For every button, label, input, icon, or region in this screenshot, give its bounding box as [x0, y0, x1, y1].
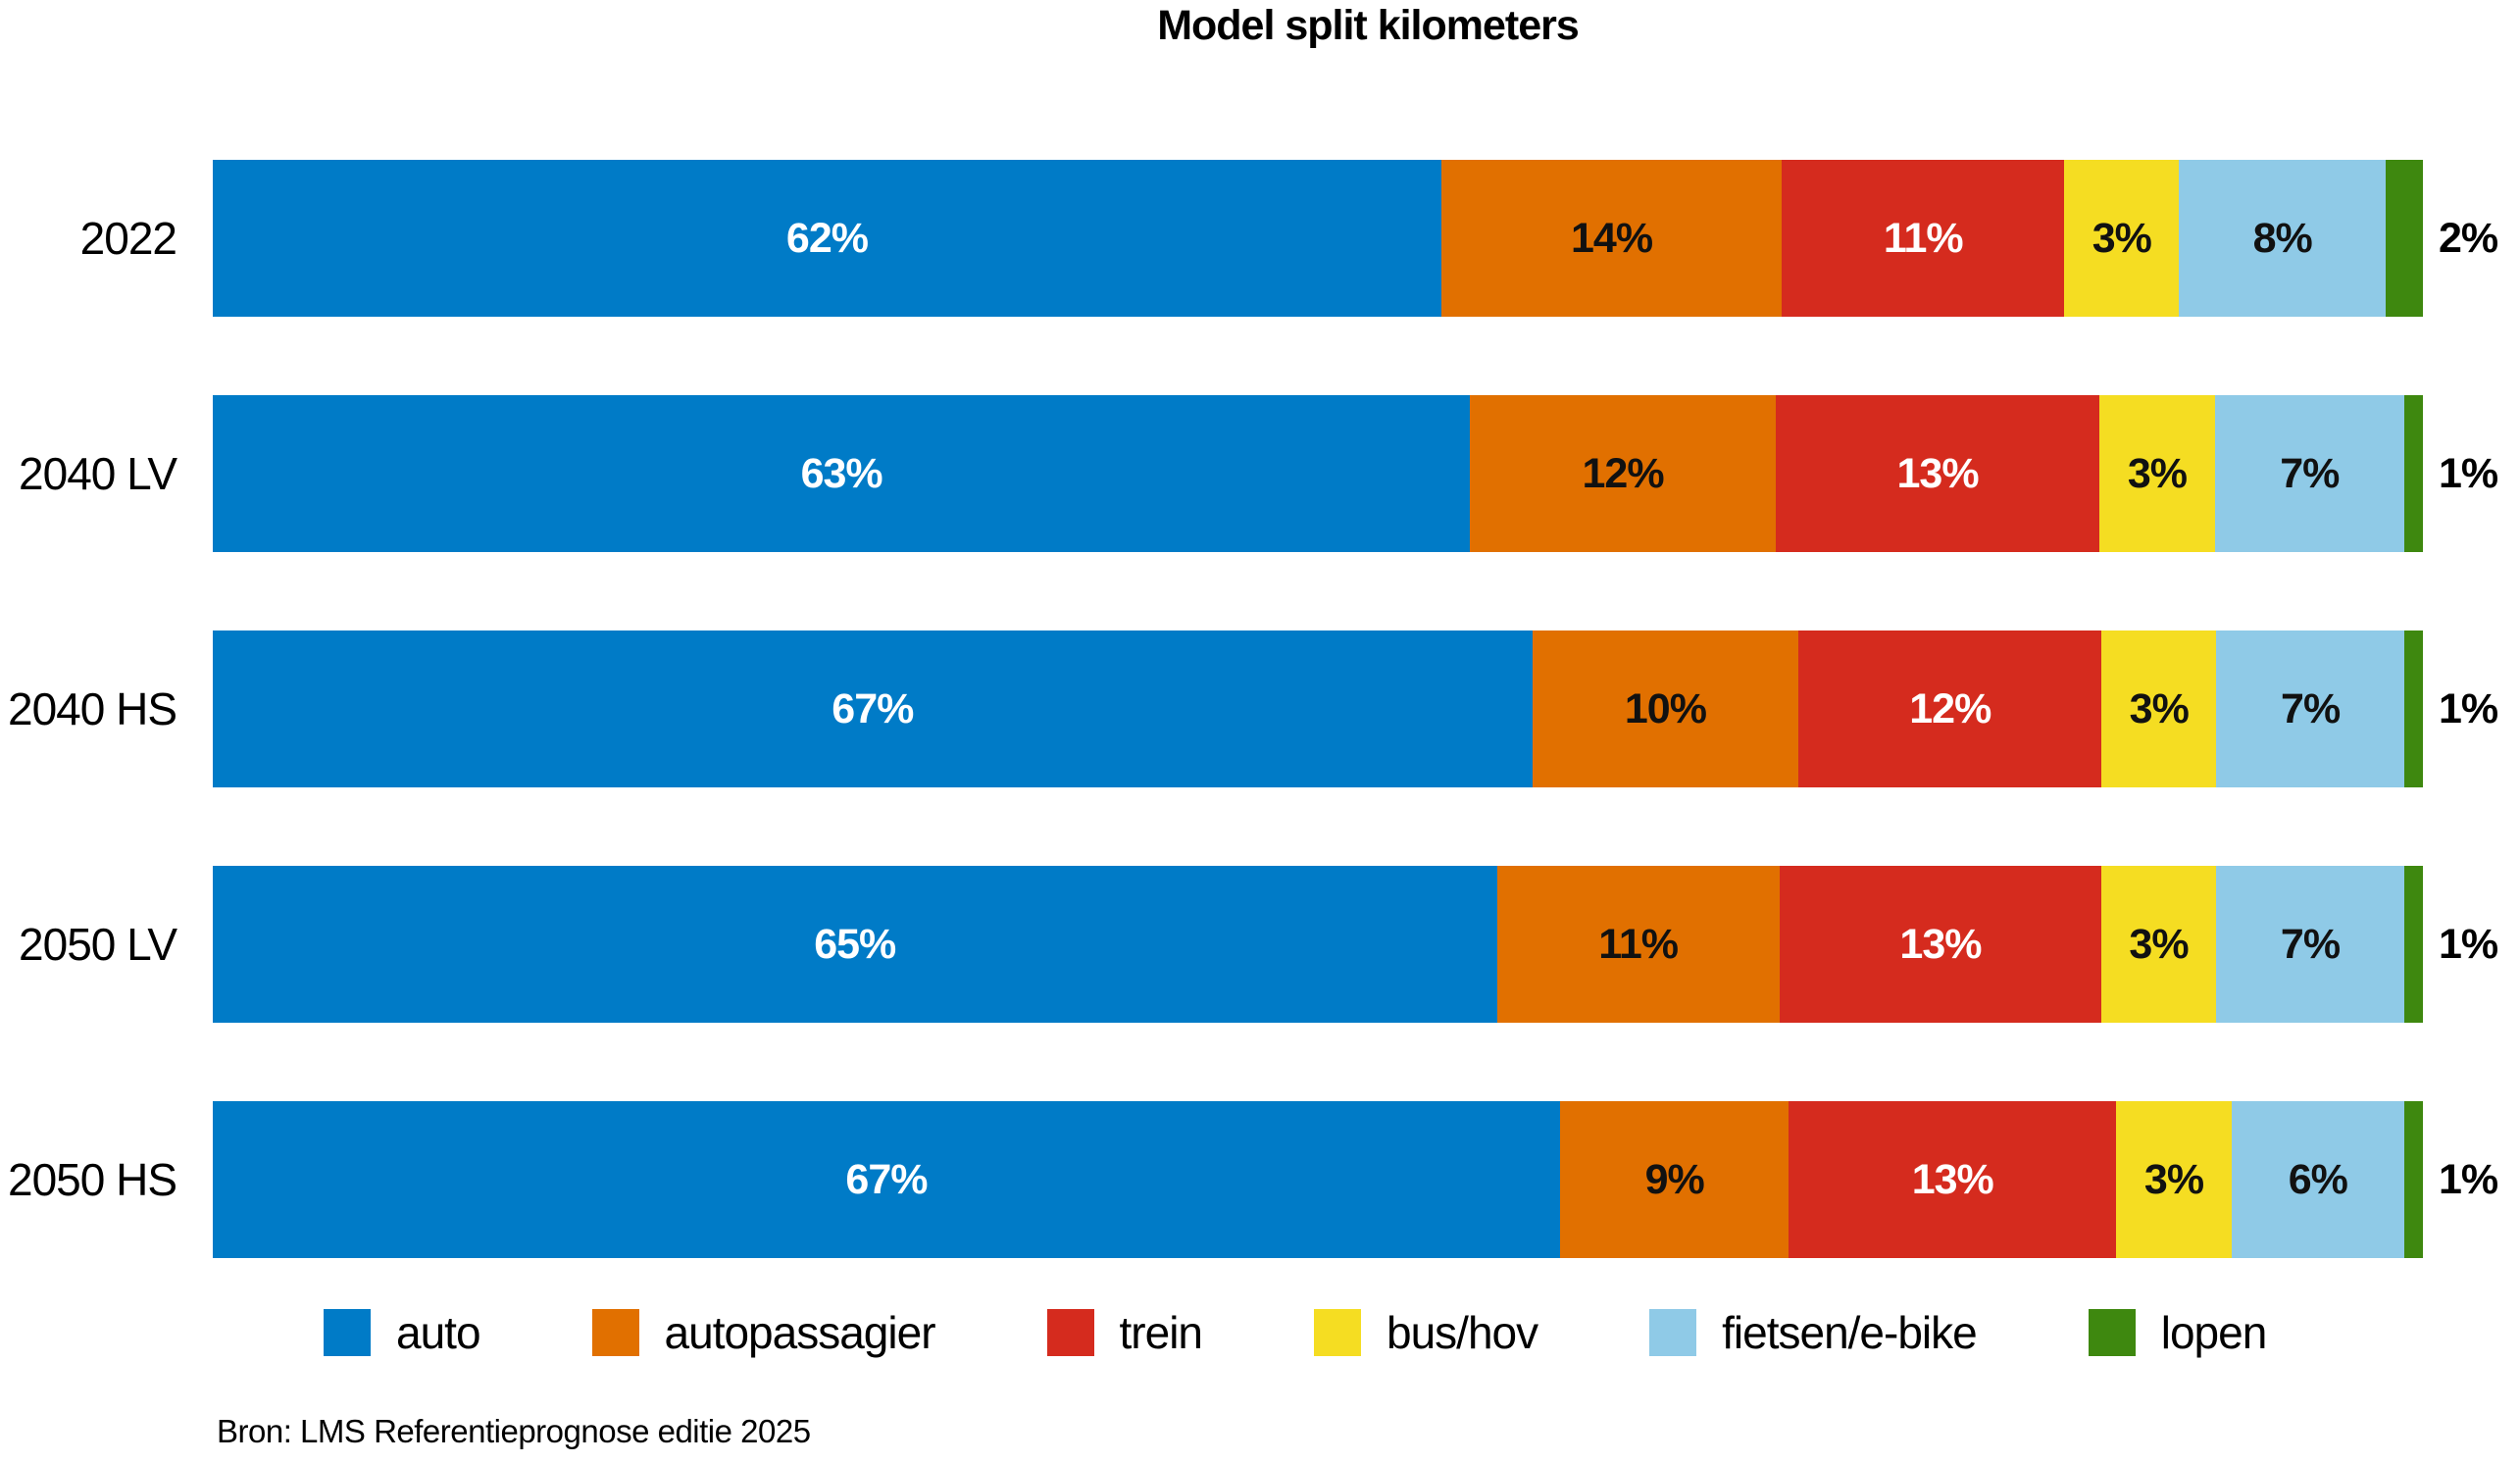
bar-segment-bus-hov: 3%: [2101, 631, 2217, 787]
segment-value-label: 8%: [2252, 214, 2313, 262]
segment-value-label: 63%: [800, 449, 883, 497]
bar-row: 2050 LV 65% 11% 13% 3% 7% 1%: [0, 866, 2520, 1023]
segment-value-label: 12%: [1582, 449, 1664, 497]
segment-value-label: 62%: [785, 214, 869, 262]
legend: auto autopassagier trein bus/hov fietsen/e-b…: [324, 1306, 2268, 1359]
legend-swatch-bus-hov: [1314, 1309, 1361, 1356]
segment-value-label: 7%: [2280, 920, 2341, 968]
legend-item-autopassagier: autopassagier: [591, 1306, 936, 1359]
bar-segment-trein: 13%: [1789, 1101, 2117, 1258]
source-note: Bron: LMS Referentieprognose editie 2025: [217, 1413, 811, 1449]
segment-value-label: 13%: [1911, 1155, 1994, 1203]
category-label: 2050 LV: [19, 919, 177, 970]
bar-segment-fietsen-e-bike: 7%: [2216, 631, 2405, 787]
stacked-bar: 65% 11% 13% 3% 7%: [213, 866, 2423, 1023]
bar-segment-auto: 62%: [213, 160, 1441, 317]
category-label: 2050 HS: [7, 1154, 177, 1205]
bar-segment-bus-hov: 3%: [2064, 160, 2180, 317]
bar-row: 2022 62% 14% 11% 3% 8% 2%: [0, 160, 2520, 317]
legend-item-auto: auto: [324, 1306, 481, 1359]
legend-item-trein: trein: [1046, 1306, 1203, 1359]
segment-value-label: 67%: [832, 684, 914, 732]
segment-value-label: 12%: [1909, 684, 1991, 732]
outside-value-label: 2%: [2439, 214, 2498, 262]
bar-segment-auto: 67%: [213, 631, 1533, 787]
outside-value-label: 1%: [2439, 449, 2498, 497]
bar-row: 2050 HS 67% 9% 13% 3% 6% 1%: [0, 1101, 2520, 1258]
legend-label: lopen: [2160, 1307, 2268, 1358]
bar-segment-autopassagier: 9%: [1559, 1101, 1789, 1258]
segment-value-label: 3%: [2143, 1155, 2204, 1203]
segment-value-label: 10%: [1624, 684, 1707, 732]
outside-value-label: 1%: [2439, 920, 2498, 968]
segment-value-label: 11%: [1883, 214, 1964, 262]
bar-segment-lopen: [2404, 866, 2423, 1023]
stacked-bar: 62% 14% 11% 3% 8%: [213, 160, 2423, 317]
segment-value-label: 7%: [2280, 449, 2340, 497]
bar-segment-bus-hov: 3%: [2101, 866, 2216, 1023]
bar-segment-fietsen-e-bike: 7%: [2215, 866, 2405, 1023]
bar-segment-fietsen-e-bike: 6%: [2231, 1101, 2404, 1258]
bar-segment-autopassagier: 11%: [1496, 866, 1780, 1023]
outside-value-label: 1%: [2439, 1155, 2498, 1203]
segment-value-label: 3%: [2129, 920, 2189, 968]
stacked-bar: 63% 12% 13% 3% 7%: [213, 395, 2424, 552]
bar-segment-autopassagier: 10%: [1532, 631, 1799, 787]
segment-value-label: 13%: [1896, 449, 1980, 497]
legend-label: trein: [1119, 1307, 1203, 1358]
legend-label: fietsen/e-bike: [1722, 1307, 1978, 1358]
bar-segment-fietsen-e-bike: 7%: [2214, 395, 2404, 552]
segment-value-label: 13%: [1899, 920, 1982, 968]
bar-segment-lopen: [2403, 395, 2424, 552]
bar-segment-trein: 12%: [1798, 631, 2102, 787]
legend-swatch-trein: [1046, 1309, 1094, 1356]
bar-segment-bus-hov: 3%: [2116, 1101, 2232, 1258]
segment-value-label: 11%: [1598, 920, 1679, 968]
stacked-bar: 67% 10% 12% 3% 7%: [213, 631, 2423, 787]
legend-item-fietsen-e-bike: fietsen/e-bike: [1649, 1306, 1978, 1359]
bar-segment-trein: 13%: [1775, 395, 2100, 552]
bar-row: 2040 HS 67% 10% 12% 3% 7% 1%: [0, 631, 2520, 787]
legend-item-bus-hov: bus/hov: [1314, 1306, 1538, 1359]
segment-value-label: 67%: [845, 1155, 928, 1203]
legend-swatch-fietsen-e-bike: [1649, 1309, 1697, 1356]
category-label: 2040 HS: [7, 683, 177, 734]
outside-value-label: 1%: [2439, 684, 2498, 732]
bar-segment-auto: 67%: [213, 1101, 1560, 1258]
bar-segment-auto: 63%: [213, 395, 1471, 552]
bar-segment-trein: 11%: [1782, 160, 2065, 317]
legend-swatch-autopassagier: [591, 1309, 639, 1356]
bar-segment-fietsen-e-bike: 8%: [2179, 160, 2387, 317]
legend-label: auto: [396, 1307, 481, 1358]
legend-item-lopen: lopen: [2088, 1306, 2268, 1359]
segment-value-label: 9%: [1644, 1155, 1705, 1203]
segment-value-label: 14%: [1570, 214, 1653, 262]
chart-title: Model split kilometers: [1157, 2, 1580, 49]
bar-segment-autopassagier: 14%: [1440, 160, 1783, 317]
segment-value-label: 65%: [814, 920, 896, 968]
bars-area: 2022 62% 14% 11% 3% 8% 2% 2040 LV 63% 12% 13% 3% 7% 1…: [0, 160, 2520, 1337]
category-label: 2040 LV: [19, 448, 177, 499]
segment-value-label: 3%: [2127, 449, 2188, 497]
bar-segment-lopen: [2386, 160, 2423, 317]
bar-segment-trein: 13%: [1779, 866, 2102, 1023]
bar-segment-lopen: [2403, 1101, 2423, 1258]
bar-segment-autopassagier: 12%: [1470, 395, 1776, 552]
bar-row: 2040 LV 63% 12% 13% 3% 7% 1%: [0, 395, 2520, 552]
bar-segment-lopen: [2404, 631, 2423, 787]
segment-value-label: 6%: [2288, 1155, 2348, 1203]
segment-value-label: 3%: [2129, 684, 2190, 732]
bar-segment-bus-hov: 3%: [2099, 395, 2215, 552]
legend-swatch-lopen: [2088, 1309, 2136, 1356]
bar-segment-auto: 65%: [213, 866, 1497, 1023]
category-label: 2022: [79, 213, 177, 264]
segment-value-label: 7%: [2281, 684, 2341, 732]
legend-label: autopassagier: [664, 1307, 936, 1358]
legend-label: bus/hov: [1386, 1307, 1538, 1358]
legend-swatch-auto: [324, 1309, 371, 1356]
stacked-bar: 67% 9% 13% 3% 6%: [213, 1101, 2423, 1258]
segment-value-label: 3%: [2092, 214, 2152, 262]
